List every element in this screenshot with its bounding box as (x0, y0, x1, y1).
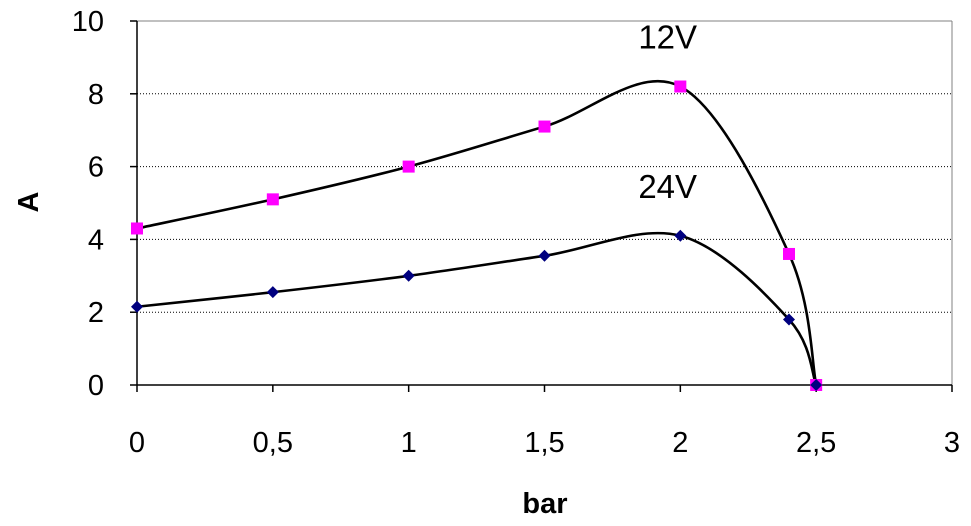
data-point-24V (810, 379, 823, 391)
x-axis-title: bar (522, 488, 567, 520)
data-point-12V (538, 120, 551, 133)
trend-curve-12V (135, 79, 818, 387)
y-tick-label: 0 (88, 370, 104, 402)
data-markers (131, 80, 823, 391)
data-point-12V (674, 80, 687, 93)
data-point-12V (783, 247, 795, 260)
y-tick-label: 4 (88, 224, 104, 256)
data-point-12V (266, 193, 279, 206)
x-tick-label: 3 (944, 427, 960, 459)
axes (130, 20, 953, 392)
y-tick-label: 6 (88, 152, 104, 184)
data-point-12V (131, 222, 143, 235)
x-tick-label: 0 (129, 427, 145, 459)
series-label-24V: 24V (638, 168, 697, 205)
data-point-12V (402, 160, 415, 173)
y-tick-label: 10 (72, 6, 104, 38)
trend-curves (135, 79, 818, 387)
data-point-24V (402, 269, 415, 282)
y-tick-label: 2 (88, 297, 104, 329)
x-tick-label: 2 (672, 427, 688, 459)
data-point-24V (783, 313, 795, 326)
trend-curve-24V (135, 231, 818, 387)
x-tick-label: 1,5 (524, 427, 564, 459)
data-point-24V (538, 249, 551, 262)
data-point-24V (266, 286, 279, 299)
y-tick-label: 8 (88, 79, 104, 111)
y-axis-title: A (13, 191, 45, 212)
data-point-24V (674, 229, 687, 242)
x-tick-label: 0,5 (253, 427, 293, 459)
data-point-24V (131, 300, 143, 313)
series-label-12V: 12V (638, 19, 697, 56)
x-tick-label: 1 (401, 427, 417, 459)
x-tick-label: 2,5 (796, 427, 836, 459)
labels: 0 2 4 6 8 10 0 0,5 1 1,5 2 2,5 3 12V 24V (72, 6, 960, 459)
gridlines (137, 20, 952, 313)
